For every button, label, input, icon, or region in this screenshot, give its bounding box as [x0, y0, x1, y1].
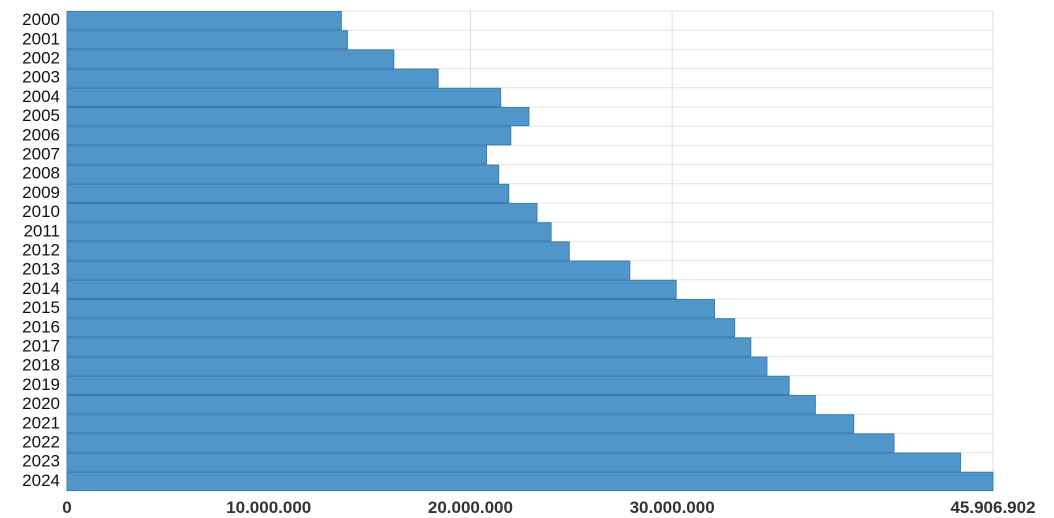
bar-2020 — [66, 395, 816, 415]
y-tick-label: 2016 — [22, 317, 60, 336]
bar-2011 — [66, 222, 552, 242]
y-tick-label: 2012 — [22, 240, 60, 259]
bar-2003 — [66, 68, 439, 88]
y-tick-label: 2009 — [22, 183, 60, 202]
x-tick-label: 45.906.902 — [950, 498, 1035, 517]
bar-2005 — [66, 107, 530, 127]
y-tick-label: 2013 — [22, 260, 60, 279]
y-tick-label: 2002 — [22, 48, 60, 67]
x-tick-label: 10.000.000 — [226, 498, 311, 517]
bar-2007 — [66, 145, 488, 165]
x-tick-label: 30.000.000 — [630, 498, 715, 517]
bar-2010 — [66, 203, 538, 223]
bar-2009 — [66, 183, 510, 204]
y-tick-label: 2007 — [22, 144, 60, 163]
x-tick-label: 20.000.000 — [428, 498, 513, 517]
bar-2001 — [66, 30, 348, 50]
y-tick-label: 2000 — [22, 10, 60, 29]
y-tick-label: 2014 — [22, 279, 60, 298]
bars — [66, 11, 994, 491]
y-tick-label: 2001 — [22, 29, 60, 48]
bar-2019 — [66, 375, 790, 395]
y-tick-label: 2017 — [22, 336, 60, 355]
y-tick-label: 2018 — [22, 356, 60, 375]
x-axis-labels: 0 10.000.000 20.000.000 30.000.000 45.906.90… — [62, 498, 1035, 517]
y-tick-label: 2020 — [22, 394, 60, 413]
y-tick-label: 2022 — [22, 432, 60, 451]
y-tick-label: 2008 — [22, 164, 60, 183]
y-tick-label: 2003 — [22, 68, 60, 87]
bar-2015 — [66, 299, 715, 319]
bar-2008 — [66, 164, 500, 184]
x-tick-label: 0 — [62, 498, 71, 517]
bar-2014 — [66, 279, 677, 299]
y-tick-label: 2015 — [22, 298, 60, 317]
y-tick-label: 2024 — [22, 471, 60, 490]
bar-2006 — [66, 126, 512, 146]
bar-2023 — [66, 452, 962, 472]
y-tick-label: 2005 — [22, 106, 60, 125]
y-axis-labels: 2000200120022003200420052006200720082009… — [22, 10, 60, 490]
y-tick-label: 2011 — [23, 221, 60, 240]
bar-2013 — [66, 260, 631, 280]
bar-2002 — [66, 49, 395, 69]
y-tick-label: 2004 — [22, 87, 60, 106]
bar-2016 — [66, 318, 736, 338]
y-tick-label: 2021 — [22, 413, 60, 432]
bar-2017 — [66, 337, 752, 357]
bar-2000 — [66, 11, 342, 31]
bar-2024 — [66, 471, 994, 491]
y-tick-label: 2023 — [22, 452, 60, 471]
y-tick-label: 2006 — [22, 125, 60, 144]
y-tick-label: 2019 — [22, 375, 60, 394]
bar-2021 — [66, 414, 855, 434]
y-tick-label: 2010 — [22, 202, 60, 221]
bar-2012 — [66, 241, 570, 261]
bar-2004 — [66, 87, 502, 108]
bar-2018 — [66, 356, 768, 376]
bar-2022 — [66, 433, 895, 453]
